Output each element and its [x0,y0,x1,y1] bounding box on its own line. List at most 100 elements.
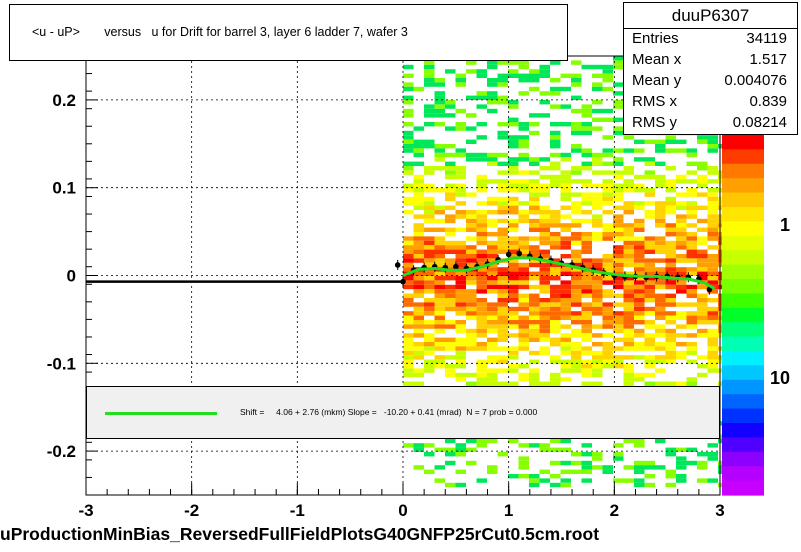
heatmap-cell [424,306,435,312]
heatmap-cell [550,342,561,347]
heatmap-cell [413,192,424,197]
heatmap-cell [581,280,592,285]
heatmap-cell [665,210,676,215]
heatmap-cell [581,452,592,457]
heatmap-cell [623,249,634,254]
heatmap-cell [434,478,445,483]
heatmap-cell [560,293,571,298]
heatmap-cell [466,302,477,307]
heatmap-cell [455,82,466,87]
heatmap-cell [476,122,487,127]
heatmap-cell [707,232,718,237]
heatmap-cell [518,201,529,206]
heatmap-cell [487,438,498,444]
heatmap-cell [592,232,603,237]
y-tick-label: -0.1 [47,354,76,373]
heatmap-cell [434,104,445,109]
heatmap-cell [508,368,519,373]
heatmap-cell [497,320,508,325]
heatmap-cell [508,104,519,109]
heatmap-cell [445,144,456,149]
heatmap-cell [476,232,487,237]
heatmap-cell [707,364,718,369]
heatmap-cell [529,205,540,210]
heatmap-cell [455,240,466,246]
heatmap-cell [560,311,571,316]
heatmap-cell [539,447,550,452]
heatmap-cell [413,320,424,325]
heatmap-cell [476,364,487,369]
colorbar-segment [722,408,764,424]
heatmap-cell [455,469,466,474]
heatmap-cell [560,333,571,338]
heatmap-cell [508,346,519,351]
heatmap-cell [707,144,718,149]
heatmap-cell [644,355,655,360]
heatmap-cell [623,240,634,246]
heatmap-cell [707,135,718,140]
heatmap-cell [571,223,582,228]
heatmap-cell [676,474,687,479]
heatmap-cell [665,350,676,356]
heatmap-cell [644,157,655,162]
heatmap-cell [455,78,466,83]
colorbar-segment [722,135,764,150]
heatmap-cell [665,271,676,276]
heatmap-cell [424,78,435,83]
heatmap-cell [466,69,477,74]
heatmap-cell [424,320,435,325]
heatmap-cell [613,130,624,136]
heatmap-cell [539,174,550,180]
heatmap-cell [602,324,613,329]
heatmap-cell [466,276,477,281]
heatmap-cell [581,368,592,373]
heatmap-cell [613,157,624,162]
heatmap-cell [445,276,456,281]
heatmap-cell [560,205,571,210]
heatmap-cell [686,170,697,175]
heatmap-cell [508,205,519,210]
heatmap-cell [623,210,634,215]
heatmap-cell [571,460,582,466]
heatmap-cell [529,482,540,488]
heatmap-cell [455,342,466,347]
colorbar-segment [722,437,764,453]
heatmap-cell [571,210,582,215]
heatmap-cell [529,183,540,188]
heatmap-cell [560,192,571,197]
heatmap-cell [403,161,414,166]
heatmap-cell [676,271,687,276]
heatmap-cell [602,201,613,206]
heatmap-cell [424,205,435,210]
heatmap-cell [550,337,561,342]
heatmap-cell [602,210,613,215]
heatmap-cell [497,82,508,87]
heatmap-cell [581,306,592,312]
heatmap-cell [403,315,414,320]
heatmap-cell [550,320,561,325]
heatmap-cell [403,293,414,298]
heatmap-cell [508,262,519,268]
heatmap-cell [455,298,466,303]
stats-key: Mean x [632,51,682,68]
heatmap-cell [571,130,582,136]
heatmap-cell [634,157,645,162]
heatmap-cell [707,456,718,461]
heatmap-cell [581,302,592,307]
chart-title: <u - uP> versus u for Drift for barrel 3… [32,25,408,39]
heatmap-cell [550,86,561,92]
heatmap-cell [581,122,592,127]
heatmap-cell [665,188,676,193]
heatmap-cell [424,359,435,364]
heatmap-cell [592,205,603,210]
heatmap-cell [707,236,718,241]
heatmap-cell [623,368,634,373]
heatmap-cell [644,249,655,254]
heatmap-cell [707,179,718,184]
heatmap-cell [455,245,466,250]
heatmap-cell [676,218,687,224]
heatmap-cell [550,306,561,312]
heatmap-cell [665,311,676,316]
heatmap-cell [466,152,477,158]
heatmap-cell [571,284,582,290]
